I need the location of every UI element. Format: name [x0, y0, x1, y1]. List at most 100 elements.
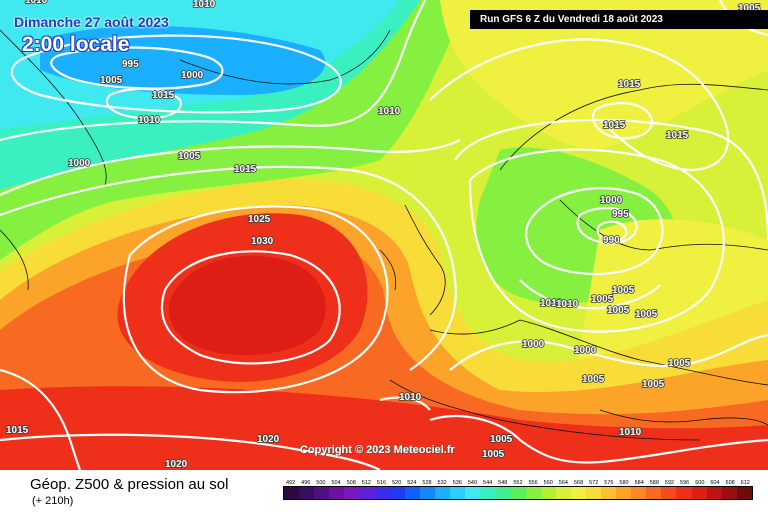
pressure-label: 1020 [257, 434, 280, 445]
scale-swatch [676, 487, 692, 499]
scale-swatch [510, 487, 526, 499]
yellow-area-north [440, 0, 768, 150]
isobar-1000-low [525, 187, 664, 276]
isobar-1010-central [519, 279, 661, 310]
pressure-label: 1005 [178, 151, 201, 162]
turkey-coast [599, 409, 768, 426]
weather-map: 995 1005 1000 1015 1010 1010 1000 1005 1… [0, 0, 768, 470]
scale-swatch [480, 487, 496, 499]
scale-value: 548 [498, 480, 508, 486]
scale-value: 596 [680, 480, 690, 486]
pressure-label: 1015 [152, 90, 175, 101]
isobar-1020-south [0, 433, 381, 470]
isobar-990-low [596, 220, 628, 242]
pressure-label: 1015 [603, 120, 626, 131]
isobar-1015-high [592, 101, 653, 140]
labrador-coast [0, 229, 29, 291]
scale-swatch [419, 487, 435, 499]
scale-value: 540 [467, 480, 478, 486]
forecast-date: Dimanche 27 août 2023 [14, 14, 169, 30]
scale-swatch [721, 487, 737, 499]
pressure-label: 1005 [490, 434, 513, 445]
greenland-east-coast [179, 29, 391, 85]
pressure-label: 1005 [635, 309, 658, 320]
pressure-label: 1025 [248, 214, 271, 225]
scale-value: 604 [710, 480, 720, 486]
scale-value: 532 [437, 480, 447, 486]
uk-coast [404, 204, 446, 316]
scale-value: 500 [316, 480, 326, 486]
scale-swatch [661, 487, 677, 499]
map-title: Géop. Z500 & pression au sol [30, 476, 229, 493]
ireland-coast [379, 249, 397, 291]
scale-swatch [359, 487, 375, 499]
scale-value: 592 [664, 480, 675, 486]
baltic-coast [559, 199, 768, 251]
scale-swatch [555, 487, 571, 499]
isobar-995 [50, 46, 224, 90]
pressure-label: 1010 [138, 115, 161, 126]
pressure-label: 1010 [556, 299, 579, 310]
pressure-label: 1015 [618, 79, 641, 90]
isobars [0, 0, 768, 470]
scale-swatch [646, 487, 662, 499]
isobar-1015-scandinavia [429, 38, 730, 172]
pressure-label: 1010 [25, 0, 48, 6]
scale-swatch [631, 487, 647, 499]
scale-value: 608 [725, 480, 735, 486]
isobar-995-low [576, 206, 638, 245]
scale-value: 584 [634, 480, 644, 486]
scale-value: 580 [619, 480, 629, 486]
scale-value: 600 [695, 480, 705, 486]
pressure-label: 1005 [591, 294, 614, 305]
scale-value: 568 [573, 480, 584, 486]
pressure-label: 1000 [181, 70, 204, 81]
scale-value: 544 [483, 480, 493, 486]
pressure-label: 1015 [234, 164, 257, 175]
pressure-label: 1005 [612, 285, 635, 296]
isobar-1010-iberia [379, 396, 431, 411]
pressure-label: 1015 [666, 130, 689, 141]
scale-swatch [344, 487, 360, 499]
scale-swatch [389, 487, 405, 499]
scale-value: 576 [604, 480, 614, 486]
isobar-1000-north [10, 34, 342, 114]
color-scale-bar [283, 486, 753, 500]
scale-swatch [525, 487, 541, 499]
scale-value: 516 [376, 480, 387, 486]
color-scale-labels: 492 496 500 504 508 512 516 520 524 528 532 536 540 5… [283, 480, 753, 486]
pressure-label: 1010 [619, 427, 642, 438]
pressure-label: 1005 [607, 305, 630, 316]
scale-swatch [495, 487, 511, 499]
scale-swatch [314, 487, 330, 499]
pressure-label: 1005 [482, 449, 505, 460]
scale-swatch [404, 487, 420, 499]
scale-swatch [450, 487, 466, 499]
scale-value: 524 [407, 480, 417, 486]
isobar-1015 [0, 165, 457, 371]
pressure-label: 1000 [68, 158, 91, 169]
scale-value: 496 [301, 480, 311, 486]
color-scale-legend: 492 496 500 504 508 512 516 520 524 528 532 536 540 5… [283, 480, 753, 500]
scale-swatch [616, 487, 632, 499]
scale-swatch [540, 487, 556, 499]
scale-value: 536 [452, 480, 462, 486]
scale-value: 564 [558, 480, 568, 486]
pressure-label: 1005 [668, 358, 691, 369]
scale-value: 560 [543, 480, 553, 486]
pressure-label: 1000 [522, 339, 545, 350]
scale-swatch [691, 487, 707, 499]
pressure-label: 1015 [6, 425, 29, 436]
pressure-labels: 995 1005 1000 1015 1010 1010 1000 1005 1… [5, 0, 761, 470]
scale-value: 512 [361, 480, 371, 486]
pressure-label: 1030 [251, 236, 274, 247]
isobar-1015-west [0, 368, 82, 470]
scale-value: 492 [285, 480, 296, 486]
europe-south-coast [429, 319, 768, 386]
scale-value: 556 [528, 480, 538, 486]
scale-swatch [706, 487, 722, 499]
scale-value: 520 [392, 480, 402, 486]
pressure-label: 1010 [540, 298, 563, 309]
scale-swatch [299, 487, 315, 499]
scale-value: 504 [331, 480, 341, 486]
